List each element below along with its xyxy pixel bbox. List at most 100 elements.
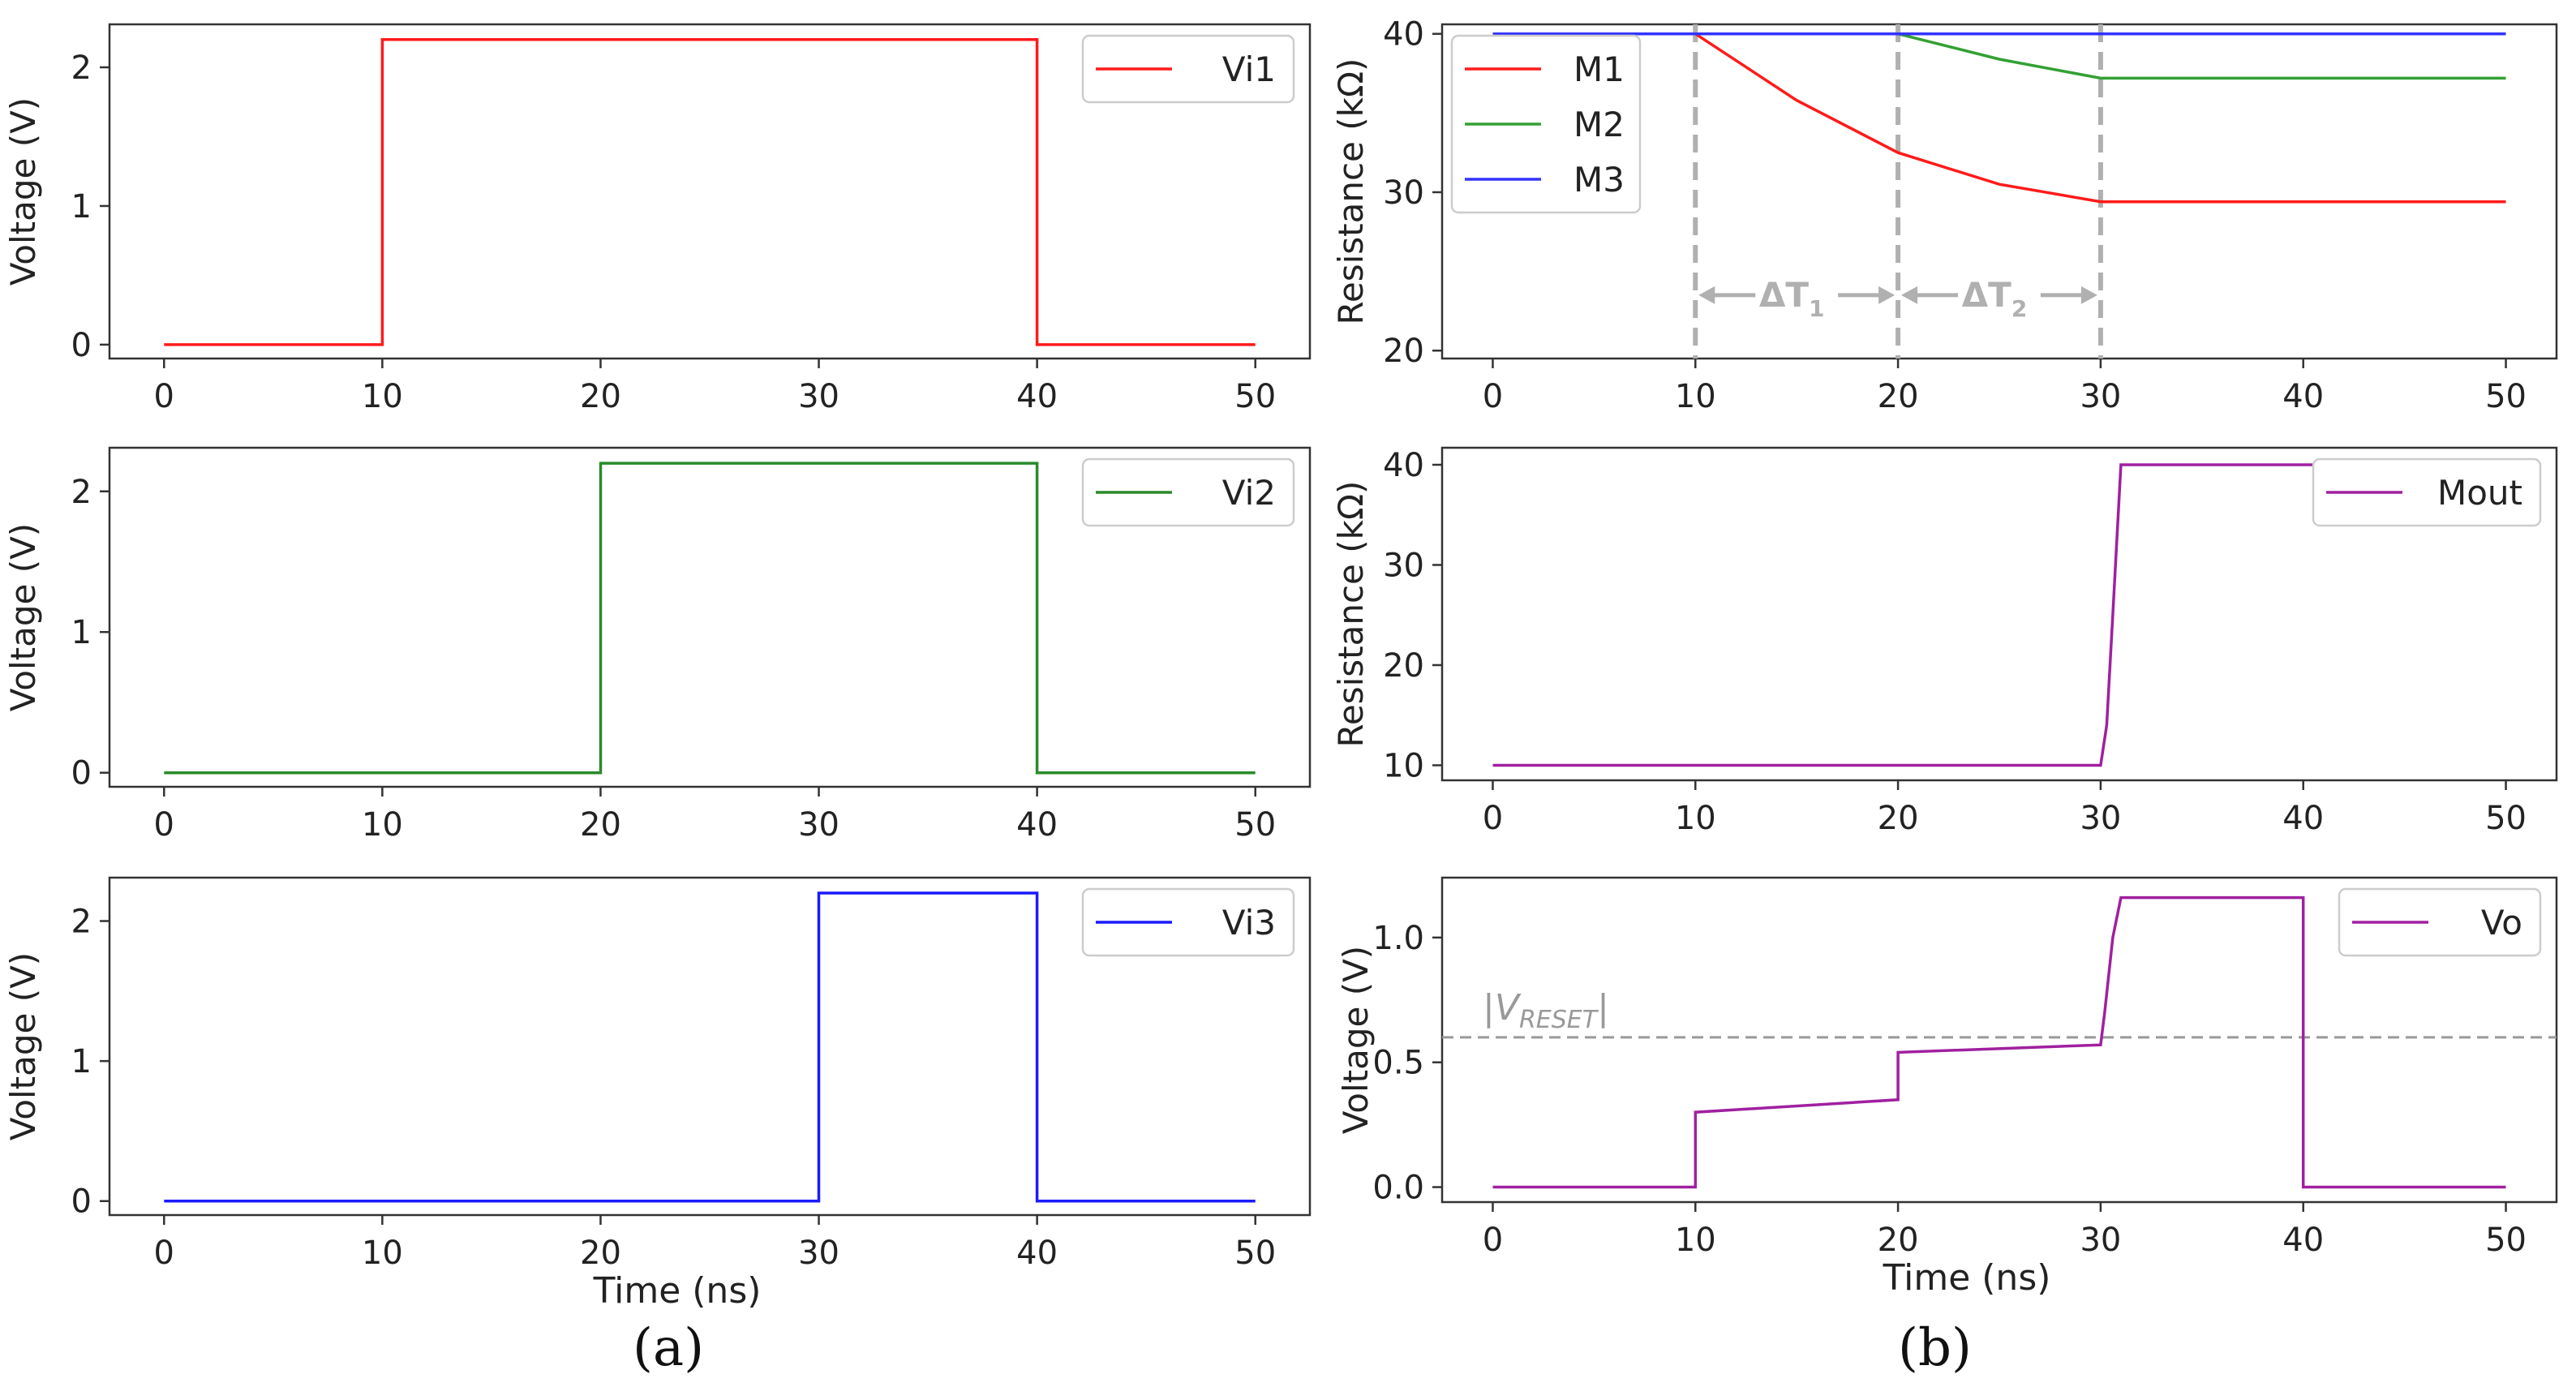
x-tick-label: 0 — [154, 1235, 174, 1272]
interval-arrowhead — [2080, 286, 2097, 304]
x-tick-label: 10 — [1675, 1222, 1716, 1259]
legend-box — [1081, 457, 1295, 527]
x-tick-label: 50 — [2485, 1222, 2527, 1259]
plot-frame — [1440, 446, 2558, 782]
legend-label: Vo — [2481, 903, 2522, 943]
threshold-label: |VRESET| — [1483, 987, 1609, 1034]
x-tick-label: 30 — [798, 1235, 839, 1272]
legend-box — [2338, 887, 2542, 957]
y-tick-label: 1 — [71, 1043, 92, 1080]
legend-label: Vi2 — [1222, 473, 1276, 513]
y-tick-label: 0 — [71, 327, 92, 364]
y-tick-label: 0.5 — [1372, 1045, 1424, 1082]
legend-box — [1450, 34, 1642, 214]
series-line-m2 — [1492, 32, 2506, 80]
x-tick-label: 30 — [2080, 800, 2121, 837]
x-tick-label: 30 — [798, 806, 839, 844]
chart-a1: 0 10 20 30 40 50 0 1 2 Voltage (V) Vi1 — [3, 23, 1312, 415]
y-tick-label: 1 — [71, 614, 92, 651]
y-axis-label: Resistance (kΩ) — [1331, 481, 1371, 748]
x-tick-label: 40 — [2282, 1222, 2324, 1259]
plot-frame — [108, 23, 1312, 360]
y-tick-label: 10 — [1383, 747, 1424, 784]
x-tick-label: 20 — [580, 1235, 621, 1272]
x-tick-label: 0 — [1483, 800, 1503, 837]
x-tick-label: 20 — [580, 378, 621, 415]
y-axis-label: Voltage (V) — [3, 952, 43, 1140]
series-line-vo — [1492, 895, 2506, 1189]
y-tick-label: 20 — [1383, 647, 1424, 685]
interval-arrowhead — [1901, 286, 1918, 304]
y-tick-label: 2 — [71, 49, 92, 87]
x-tick-label: 0 — [154, 378, 174, 415]
x-tick-label: 40 — [1016, 806, 1058, 844]
x-tick-label: 50 — [1234, 1235, 1276, 1272]
x-tick-label: 40 — [2282, 800, 2324, 837]
panel-label-b: (b) — [1898, 1318, 1972, 1378]
y-axis-label: Resistance (kΩ) — [1331, 58, 1371, 325]
x-tick-label: 0 — [154, 806, 174, 844]
x-tick-label: 20 — [580, 806, 621, 844]
legend-box — [1081, 887, 1295, 957]
x-tick-label: 20 — [1878, 1222, 1919, 1259]
x-tick-label: 10 — [362, 378, 403, 415]
legend-label: Vi1 — [1222, 49, 1276, 89]
x-axis-label: Time (ns) — [1883, 1257, 2051, 1299]
y-tick-label: 0.0 — [1372, 1170, 1424, 1207]
x-tick-label: 30 — [2080, 1222, 2121, 1259]
chart-b1: 0 10 20 30 40 50 20 30 40 Resistance (kΩ) ΔT1 ΔT2 M1… — [1331, 16, 2558, 415]
chart-b2: 0 10 20 30 40 50 10 20 30 40 Resistance (kΩ) Mout — [1331, 446, 2558, 837]
legend-label: M3 — [1574, 160, 1625, 200]
y-tick-label: 30 — [1383, 547, 1424, 584]
series-line-mout — [1492, 463, 2506, 767]
x-tick-label: 40 — [1016, 1235, 1058, 1272]
interval-arrowhead — [1878, 286, 1896, 304]
chart-a3: 0 10 20 30 40 50 0 1 2 Voltage (V) Time (ns) Vi3 — [3, 876, 1312, 1312]
legend-box — [1081, 34, 1295, 104]
y-axis-label: Voltage (V) — [3, 523, 43, 711]
y-tick-label: 0 — [71, 1183, 92, 1221]
plot-frame — [108, 876, 1312, 1217]
y-axis-label: Voltage (V) — [1336, 946, 1376, 1134]
x-tick-label: 20 — [1878, 378, 1919, 415]
y-tick-label: 20 — [1383, 333, 1424, 370]
y-tick-label: 30 — [1383, 174, 1424, 212]
x-tick-label: 50 — [2485, 800, 2527, 837]
y-tick-label: 40 — [1383, 447, 1424, 484]
x-tick-label: 20 — [1878, 800, 1919, 837]
legend-label: M1 — [1574, 49, 1625, 89]
x-tick-label: 40 — [1016, 378, 1058, 415]
y-tick-label: 0 — [71, 755, 92, 792]
x-tick-label: 0 — [1483, 378, 1503, 415]
interval-arrowhead — [1698, 286, 1715, 304]
series-line-vi1 — [164, 38, 1256, 346]
chart-a2: 0 10 20 30 40 50 0 1 2 Voltage (V) Vi2 — [3, 446, 1312, 844]
x-axis-label: Time (ns) — [593, 1270, 762, 1312]
series-line-vi2 — [164, 462, 1256, 775]
interval-label: ΔT1 — [1759, 275, 1825, 322]
y-tick-label: 2 — [71, 904, 92, 941]
y-tick-label: 1 — [71, 188, 92, 225]
y-tick-label: 40 — [1383, 16, 1424, 54]
x-tick-label: 10 — [1675, 378, 1716, 415]
legend-label: Vi3 — [1222, 903, 1276, 943]
series-line-vi3 — [164, 891, 1256, 1203]
y-tick-label: 2 — [71, 474, 92, 511]
x-tick-label: 30 — [2080, 378, 2121, 415]
x-tick-label: 10 — [362, 806, 403, 844]
x-tick-label: 30 — [798, 378, 839, 415]
x-tick-label: 10 — [1675, 800, 1716, 837]
x-tick-label: 50 — [1234, 378, 1276, 415]
x-tick-label: 10 — [362, 1235, 403, 1272]
y-tick-label: 1.0 — [1372, 920, 1424, 957]
interval-label: ΔT2 — [1962, 275, 2028, 322]
legend-box — [2312, 457, 2542, 527]
legend-label: M2 — [1574, 105, 1625, 144]
panel-label-a: (a) — [633, 1318, 705, 1378]
x-tick-label: 0 — [1483, 1222, 1503, 1259]
plot-frame — [1440, 876, 2558, 1204]
plot-frame — [108, 446, 1312, 788]
x-tick-label: 40 — [2282, 378, 2324, 415]
